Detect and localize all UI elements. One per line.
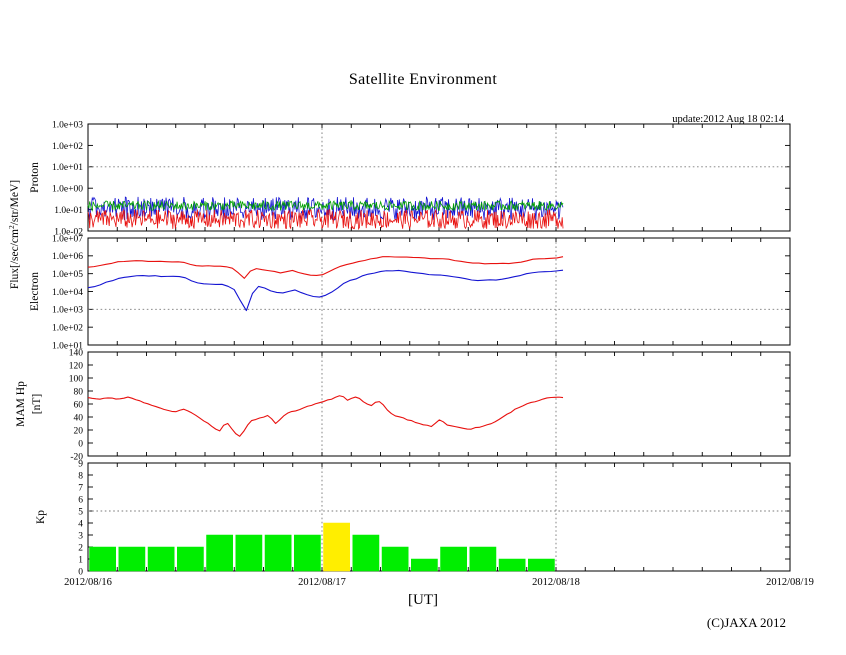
proton-axis-label: Proton [29,162,41,193]
mam-hp-ytick-label: 80 [74,387,84,397]
proton-ytick-label: 1.0e+02 [52,142,83,152]
x-tick-label: 2012/08/19 [766,577,814,588]
panel-proton: 1.0e+03 1.0e+02 1.0e+01 1.0e+00 1.0e-01 1.0e-… [52,120,791,237]
proton-red-trace [87,208,564,231]
electron-frame [87,237,791,346]
x-tick-label: 2012/08/17 [298,577,346,588]
proton-frame [87,123,791,232]
kp-ytick-label: 7 [78,483,83,493]
x-tick-label: 2012/08/18 [532,577,580,588]
kp-bar [177,546,204,572]
mam-hp-ytick-label: -20 [70,452,83,462]
kp-bar [469,546,497,572]
kp-bar [411,558,438,572]
x-tick-label: 2012/08/16 [64,577,112,588]
kp-bar [294,534,321,572]
proton-ytick-label: 1.0e+03 [52,120,83,130]
panel-kp: 9 8 7 6 5 4 3 2 1 0 [78,459,791,577]
update-timestamp: update:2012 Aug 18 02:14 [672,114,784,125]
mam-hp-axis-label: MAM Hp [15,381,27,427]
proton-ytick-label: 1.0e+00 [52,185,83,195]
electron-ytick-label: 1.0e+03 [52,306,83,316]
electron-axis-label: Electron [29,272,41,311]
kp-axis-label: Kp [35,510,47,524]
proton-ytick-label: 1.0e-02 [54,227,83,237]
kp-bar [352,534,380,572]
kp-ytick-label: 9 [78,459,83,469]
panel-electron: 1.0e+07 1.0e+06 1.0e+05 1.0e+04 1.0e+03 1.0e+… [52,234,791,351]
kp-bar [206,534,233,572]
panel-mam-hp: 140 120 100 80 60 40 20 0 -20 [69,348,791,462]
mam-hp-frame [87,351,791,457]
mam-hp-ytick-label: 40 [74,413,84,423]
mam-hp-red-trace [87,395,564,437]
page-title: Satellite Environment [348,71,498,88]
kp-ytick-label: 2 [78,543,83,553]
kp-ytick-label: 3 [78,531,83,541]
proton-ytick-label: 1.0e-01 [54,206,83,216]
kp-ytick-label: 8 [78,471,83,481]
kp-bar [381,546,409,572]
electron-ytick-label: 1.0e+07 [52,234,83,244]
kp-ytick-label: 0 [78,567,83,577]
mam-hp-ytick-label: 20 [74,426,84,436]
x-axis-label: [UT] [408,592,438,608]
electron-ytick-label: 1.0e+06 [52,252,83,262]
flux-axis-label: Flux[/sec/cm2/str/MeV] [7,180,21,289]
kp-bar [440,546,467,572]
kp-bar [264,534,292,572]
electron-red-trace [87,256,564,279]
kp-ytick-label: 1 [78,555,83,565]
kp-bar [323,522,350,572]
mam-hp-ytick-label: 0 [78,439,83,449]
kp-bar [118,546,146,572]
kp-ytick-label: 6 [78,495,83,505]
electron-ytick-label: 1.0e+01 [52,341,83,351]
kp-ytick-label: 5 [78,507,83,517]
electron-blue-trace [87,269,564,312]
electron-ytick-label: 1.0e+02 [52,324,83,334]
proton-green-trace [87,199,564,212]
mam-hp-unit-label: [nT] [31,394,43,414]
kp-bar [498,558,526,572]
kp-ytick-label: 4 [78,519,83,529]
electron-ytick-label: 1.0e+04 [52,288,83,298]
copyright-footer: (C)JAXA 2012 [706,615,786,630]
kp-bar [528,558,555,572]
mam-hp-ytick-label: 120 [69,361,84,371]
kp-bar [147,546,175,572]
proton-blue-trace [87,196,564,221]
kp-bar [235,534,263,572]
kp-bar [89,546,116,572]
electron-ytick-label: 1.0e+05 [52,270,83,280]
proton-ytick-label: 1.0e+01 [52,163,83,173]
mam-hp-ytick-label: 100 [69,374,84,384]
mam-hp-ytick-label: 140 [69,348,84,358]
mam-hp-ytick-label: 60 [74,400,84,410]
